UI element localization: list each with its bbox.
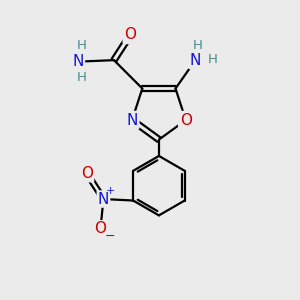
Text: H: H — [207, 53, 217, 66]
Text: N: N — [189, 53, 201, 68]
Text: H: H — [76, 39, 86, 52]
Text: H: H — [76, 70, 86, 84]
Text: N: N — [73, 54, 84, 69]
Text: N: N — [126, 112, 138, 128]
Text: −: − — [105, 230, 115, 243]
Text: O: O — [180, 112, 192, 128]
Text: +: + — [105, 186, 115, 196]
Text: N: N — [98, 191, 109, 206]
Text: O: O — [124, 27, 136, 42]
Text: O: O — [94, 221, 106, 236]
Text: O: O — [81, 166, 93, 181]
Text: H: H — [193, 39, 203, 52]
